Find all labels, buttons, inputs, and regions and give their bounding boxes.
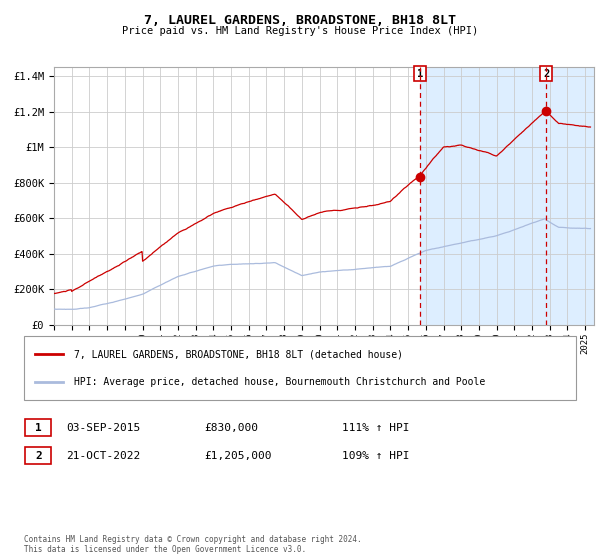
Text: 2: 2 [35,451,42,461]
Text: 111% ↑ HPI: 111% ↑ HPI [342,423,409,433]
FancyBboxPatch shape [25,419,52,436]
Text: 7, LAUREL GARDENS, BROADSTONE, BH18 8LT (detached house): 7, LAUREL GARDENS, BROADSTONE, BH18 8LT … [74,349,403,359]
Text: Contains HM Land Registry data © Crown copyright and database right 2024.
This d: Contains HM Land Registry data © Crown c… [24,535,362,554]
Text: 1: 1 [35,423,42,433]
Text: £830,000: £830,000 [204,423,258,433]
Text: Price paid vs. HM Land Registry's House Price Index (HPI): Price paid vs. HM Land Registry's House … [122,26,478,36]
Text: 109% ↑ HPI: 109% ↑ HPI [342,451,409,461]
FancyBboxPatch shape [24,336,576,400]
Text: 7, LAUREL GARDENS, BROADSTONE, BH18 8LT: 7, LAUREL GARDENS, BROADSTONE, BH18 8LT [144,14,456,27]
Text: 1: 1 [417,69,423,78]
Text: £1,205,000: £1,205,000 [204,451,271,461]
Text: 03-SEP-2015: 03-SEP-2015 [66,423,140,433]
FancyBboxPatch shape [25,447,52,464]
Text: 21-OCT-2022: 21-OCT-2022 [66,451,140,461]
Text: HPI: Average price, detached house, Bournemouth Christchurch and Poole: HPI: Average price, detached house, Bour… [74,377,485,388]
Bar [420,67,594,325]
Text: 2: 2 [543,69,550,78]
